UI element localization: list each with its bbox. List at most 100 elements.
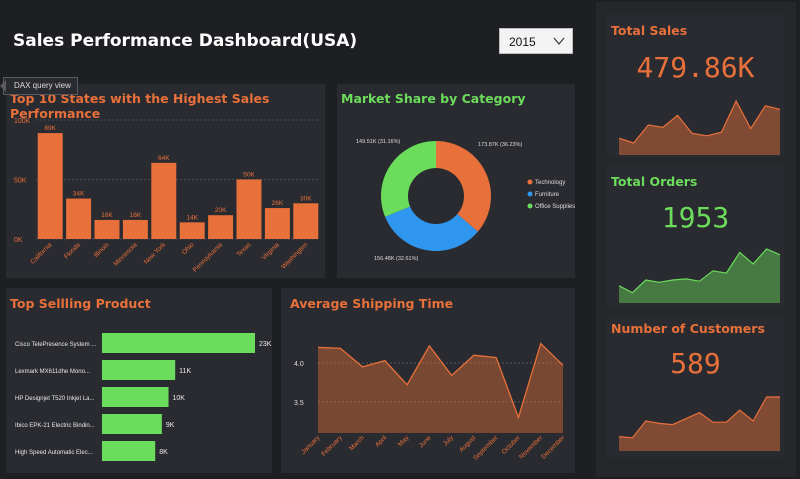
data-label: 10K <box>173 395 186 402</box>
area-fill <box>318 343 563 433</box>
products-bar-chart: Cisco TelePresence System ... 23K Lexmark … <box>15 333 272 461</box>
bar <box>293 203 319 239</box>
legend-marker <box>527 203 533 209</box>
data-label: 11K <box>179 368 191 375</box>
kpi-customers-title: Number of Customers <box>611 321 765 336</box>
bar <box>102 441 156 461</box>
bar <box>102 414 162 434</box>
page-title: Sales Performance Dashboard(USA) <box>13 31 358 51</box>
bar <box>102 333 255 353</box>
category-donut-chart: 173.87K (36.23%) 156.48K (32.61%) 149.51K … <box>356 139 575 262</box>
states-bar-chart: 0K 50K 100K 89K California 34K Florida 16K Illin… <box>14 118 320 274</box>
y-tick-label: 100K <box>14 118 31 125</box>
x-tick-label: California <box>29 241 54 266</box>
kpi-customers-value: 589 <box>670 347 721 380</box>
products-chart-panel: Top Sellling Product Cisco TelePresence … <box>6 288 272 473</box>
shipping-chart-title: Average Shipping Time <box>290 296 454 311</box>
x-tick-label: Illinois <box>93 241 111 259</box>
sales-trend-sparkline <box>618 99 781 155</box>
x-tick-label: Ohio <box>181 241 196 256</box>
bar <box>102 387 169 407</box>
category-label: HP Designjet T520 Inkjet La... <box>15 396 95 402</box>
legend-marker <box>527 191 533 197</box>
x-tick-label: January <box>300 434 322 456</box>
series-line <box>618 99 781 144</box>
year-select[interactable]: 2015 <box>499 28 573 54</box>
area-fill <box>619 249 780 303</box>
x-tick-label: December <box>540 434 567 461</box>
year-select-value: 2015 <box>509 35 536 49</box>
data-label: 50K <box>243 172 255 179</box>
data-label: 16K <box>130 212 142 219</box>
x-tick-label: Pennsylvania <box>192 241 225 274</box>
area-fill <box>619 101 780 155</box>
data-label: 20K <box>215 207 227 214</box>
chevron-down-icon <box>553 37 565 46</box>
kpi-sales-title: Total Sales <box>611 23 688 38</box>
orders-trend-sparkline <box>618 248 781 303</box>
kpi-card-customers: Number of Customers 589 <box>607 315 784 457</box>
data-label: 26K <box>272 200 284 207</box>
bar <box>102 360 176 380</box>
x-tick-label: August <box>458 434 477 453</box>
slice-label: 156.48K (32.61%) <box>374 256 419 262</box>
kpi-orders-title: Total Orders <box>611 174 698 189</box>
pie-slice <box>381 141 436 217</box>
legend-label: Furniture <box>535 192 560 198</box>
y-tick-label: 50K <box>14 178 27 185</box>
x-tick-label: Texas <box>235 241 252 258</box>
bar <box>122 219 148 239</box>
x-tick-label: Virginia <box>261 241 281 261</box>
bar <box>37 133 63 239</box>
y-tick-label: 3.5 <box>294 400 304 407</box>
bar <box>151 162 177 239</box>
shipping-chart-panel: Average Shipping Time 3.5 4.0 January Febru… <box>281 288 575 473</box>
x-tick-label: September <box>472 434 500 462</box>
category-label: Lexmark MX611dhe Mono... <box>15 369 90 375</box>
bar <box>66 198 92 239</box>
legend-label: Office Supplies <box>535 204 575 210</box>
x-tick-label: Washington <box>280 241 309 270</box>
x-tick-label: June <box>418 434 433 449</box>
x-tick-label: New York <box>143 241 168 266</box>
products-chart-title: Top Sellling Product <box>10 296 151 311</box>
x-tick-label: May <box>397 434 411 448</box>
series-line <box>618 396 780 439</box>
category-chart-panel: Market Share by Category 173.87K (36.23%… <box>337 84 575 278</box>
category-label: Ibico EPK-21 Electric Bindin... <box>15 423 95 429</box>
data-label: 89K <box>44 125 56 132</box>
pie-slice <box>385 206 478 251</box>
states-chart-panel: Top 10 States with the Highest Sales Per… <box>6 84 325 278</box>
data-label: 9K <box>166 422 175 429</box>
category-label: Cisco TelePresence System ... <box>15 342 97 348</box>
kpi-sales-value: 479.86K <box>636 51 755 84</box>
series-line <box>317 342 564 420</box>
tooltip-arrow-icon <box>0 80 6 92</box>
data-label: 34K <box>73 191 85 198</box>
customers-trend-sparkline <box>618 396 780 451</box>
kpi-card-sales: Total Sales 479.86K <box>607 15 784 157</box>
slice-label: 149.51K (31.16%) <box>356 139 401 145</box>
x-tick-label: Minnesota <box>113 241 139 267</box>
x-tick-label: October <box>501 434 523 456</box>
bar <box>94 219 120 239</box>
kpi-orders-value: 1953 <box>661 201 730 234</box>
legend-label: Technology <box>535 180 565 186</box>
y-tick-label: 0K <box>14 237 23 244</box>
x-tick-label: Florida <box>63 241 82 260</box>
legend-marker <box>527 179 533 185</box>
x-tick-label: March <box>348 434 366 452</box>
dax-query-tooltip: DAX query view <box>3 77 78 95</box>
data-label: 30K <box>300 195 312 202</box>
kpi-card-orders: Total Orders 1953 <box>607 165 784 307</box>
pie-slice <box>436 141 491 232</box>
category-label: High Speed Automatic Elec... <box>15 450 93 456</box>
y-tick-label: 4.0 <box>294 361 304 368</box>
series-line <box>618 248 781 294</box>
bar <box>236 179 262 239</box>
slice-label: 173.87K (36.23%) <box>478 142 523 148</box>
data-label: 64K <box>158 155 170 162</box>
category-chart-title: Market Share by Category <box>341 91 526 106</box>
data-label: 14K <box>186 214 198 221</box>
